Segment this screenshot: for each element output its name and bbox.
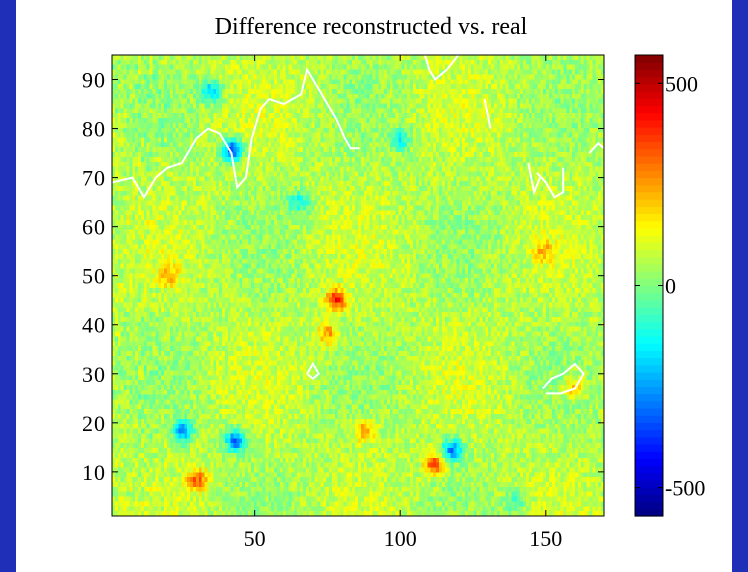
contour-line-7 (483, 98, 492, 129)
contour-line-6 (588, 141, 604, 154)
colorbar-segment (635, 155, 663, 164)
y-tick-label: 60 (82, 215, 106, 240)
contour-line-5 (306, 362, 320, 381)
y-tick-label: 70 (82, 166, 106, 191)
colorbar-segment (635, 465, 663, 474)
colorbar-segment (635, 184, 663, 193)
colorbar-segment (635, 299, 663, 308)
colorbar-segment (635, 119, 663, 128)
colorbar-segment (635, 458, 663, 467)
colorbar-segment (635, 98, 663, 107)
x-tick-label: 50 (244, 526, 266, 551)
colorbar-segment (635, 235, 663, 243)
colorbar-segment (635, 242, 663, 251)
colorbar-segment (635, 501, 663, 510)
plot-frame (111, 54, 605, 517)
colorbar-segment (635, 263, 663, 272)
x-tick-label: 100 (384, 526, 417, 551)
colorbar-segment (635, 69, 663, 78)
chart: Difference reconstructed vs. real 50 100 1… (82, 14, 705, 551)
colorbar-segment (635, 105, 663, 114)
colorbar-segment (635, 350, 663, 359)
contour-lines (112, 55, 604, 395)
colorbar-segment (635, 321, 663, 330)
y-tick-label: 50 (82, 264, 106, 289)
colorbar-segment (635, 285, 663, 294)
colorbar-segment (635, 451, 663, 459)
colorbar-segment (635, 393, 663, 402)
chart-title: Difference reconstructed vs. real (215, 14, 528, 40)
contour-line-1 (423, 55, 461, 82)
colorbar-segment (635, 213, 663, 222)
colorbar-segment (635, 206, 663, 215)
colorbar-segment (635, 335, 663, 344)
colorbar-segment (635, 508, 663, 517)
colorbar-segment (635, 163, 663, 171)
y-tick-label: 10 (82, 460, 106, 485)
colorbar-segment (635, 227, 663, 236)
colorbar-segment (635, 127, 663, 135)
heatmap-image (112, 55, 604, 516)
colorbar-segment (635, 371, 663, 380)
colorbar-segment (635, 415, 663, 423)
y-tick-label: 90 (82, 68, 106, 93)
colorbar-segment (635, 436, 663, 445)
colorbar-segment (635, 422, 663, 431)
colorbar-segment (635, 278, 663, 287)
colorbar-segment (635, 177, 663, 186)
colorbar-segment (635, 307, 663, 315)
contour-line-2 (536, 167, 565, 199)
colorbar-segment (635, 479, 663, 488)
figure-panel: Difference reconstructed vs. real 50 100 1… (16, 0, 732, 572)
colorbar-segment (635, 379, 663, 387)
colorbar-segment (635, 407, 663, 416)
colorbar-segment (635, 148, 663, 157)
colorbar-tick-label: 0 (665, 274, 676, 299)
colorbar-segment (635, 472, 663, 481)
colorbar-segment (635, 76, 663, 85)
y-tick-label: 80 (82, 117, 106, 142)
colorbar-tick-label: -500 (665, 476, 705, 501)
contour-line-4 (542, 362, 585, 395)
colorbar-segment (635, 357, 663, 366)
colorbar-segment (635, 328, 663, 337)
colorbar-tick-label: 500 (665, 71, 698, 96)
colorbar-segment (635, 62, 663, 71)
colorbar-segment (635, 191, 663, 200)
y-tick-label: 40 (82, 313, 106, 338)
colorbar-segment (635, 141, 663, 150)
contour-line-0 (112, 67, 360, 200)
y-tick-label: 30 (82, 362, 106, 387)
x-tick-label: 150 (529, 526, 562, 551)
colorbar-segment (635, 55, 663, 63)
colorbar-segment (635, 487, 663, 495)
colorbar-segment (635, 134, 663, 143)
colorbar-segment (635, 494, 663, 503)
colorbar-segment (635, 170, 663, 179)
y-axis: 10 20 30 40 50 60 70 80 90 (82, 68, 604, 485)
contour-line-3 (527, 162, 541, 196)
colorbar-segment (635, 429, 663, 438)
colorbar-segment (635, 314, 663, 323)
colorbar-segment (635, 343, 663, 351)
colorbar-segment (635, 443, 663, 452)
colorbar-axis: 500 0 -500 (635, 71, 705, 501)
colorbar-segment (635, 271, 663, 279)
colorbar-segment (635, 400, 663, 409)
colorbar-segment (635, 256, 663, 265)
colorbar-segment (635, 199, 663, 207)
x-axis: 50 100 150 (244, 55, 562, 551)
heatmap-field (112, 55, 604, 516)
colorbar-segment (635, 112, 663, 121)
colorbar-segment (635, 386, 663, 395)
y-tick-label: 20 (82, 411, 106, 436)
colorbar-segment (635, 292, 663, 301)
colorbar-segment (635, 83, 663, 92)
colorbar-segment (635, 249, 663, 258)
colorbar-segment (635, 220, 663, 229)
colorbar-segment (635, 364, 663, 373)
colorbar-segment (635, 91, 663, 99)
